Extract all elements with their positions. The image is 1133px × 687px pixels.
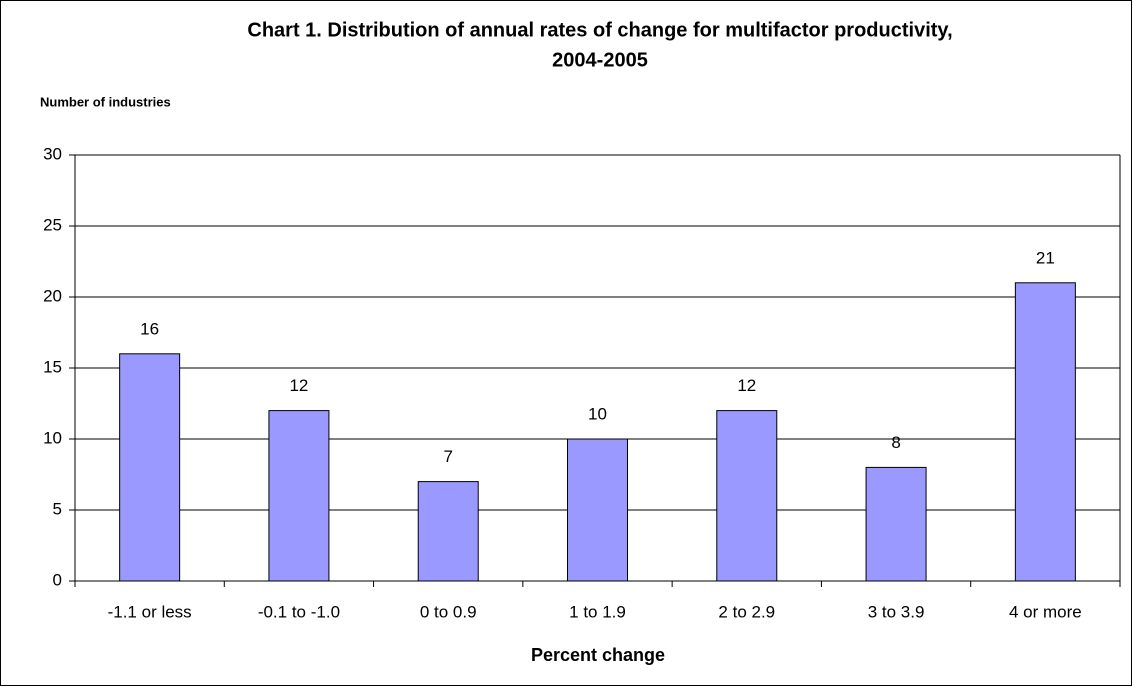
y-tick-label: 10 <box>43 428 62 447</box>
x-axis-label: Percent change <box>531 645 665 665</box>
data-label: 21 <box>1036 248 1055 267</box>
bar <box>567 438 628 582</box>
bar <box>119 353 181 582</box>
data-label: 8 <box>891 433 900 452</box>
x-tick-label: -0.1 to -1.0 <box>258 602 340 621</box>
y-tick-label: 15 <box>43 357 62 376</box>
bar <box>1014 282 1076 582</box>
y-tick-label: 0 <box>53 570 62 589</box>
y-tick-label: 5 <box>53 499 62 518</box>
chart-title: 2004-2005 <box>552 49 648 71</box>
x-tick-label: 2 to 2.9 <box>718 602 775 621</box>
bar <box>417 481 479 582</box>
bar <box>865 466 927 582</box>
x-tick-label: 1 to 1.9 <box>569 602 626 621</box>
bar <box>268 410 330 582</box>
x-tick-label: 3 to 3.9 <box>868 602 925 621</box>
x-tick-label: -1.1 or less <box>108 602 192 621</box>
y-axis-label: Number of industries <box>40 94 171 109</box>
data-label: 16 <box>140 319 159 338</box>
data-label: 10 <box>588 404 607 423</box>
x-tick-label: 4 or more <box>1009 602 1082 621</box>
bar <box>716 410 778 582</box>
chart-title: Chart 1. Distribution of annual rates of… <box>247 19 952 41</box>
data-label: 12 <box>289 376 308 395</box>
y-tick-label: 20 <box>43 286 62 305</box>
x-tick-label: 0 to 0.9 <box>420 602 477 621</box>
y-tick-label: 30 <box>43 144 62 163</box>
y-tick-label: 25 <box>43 215 62 234</box>
data-label: 12 <box>737 376 756 395</box>
data-label: 7 <box>443 447 452 466</box>
